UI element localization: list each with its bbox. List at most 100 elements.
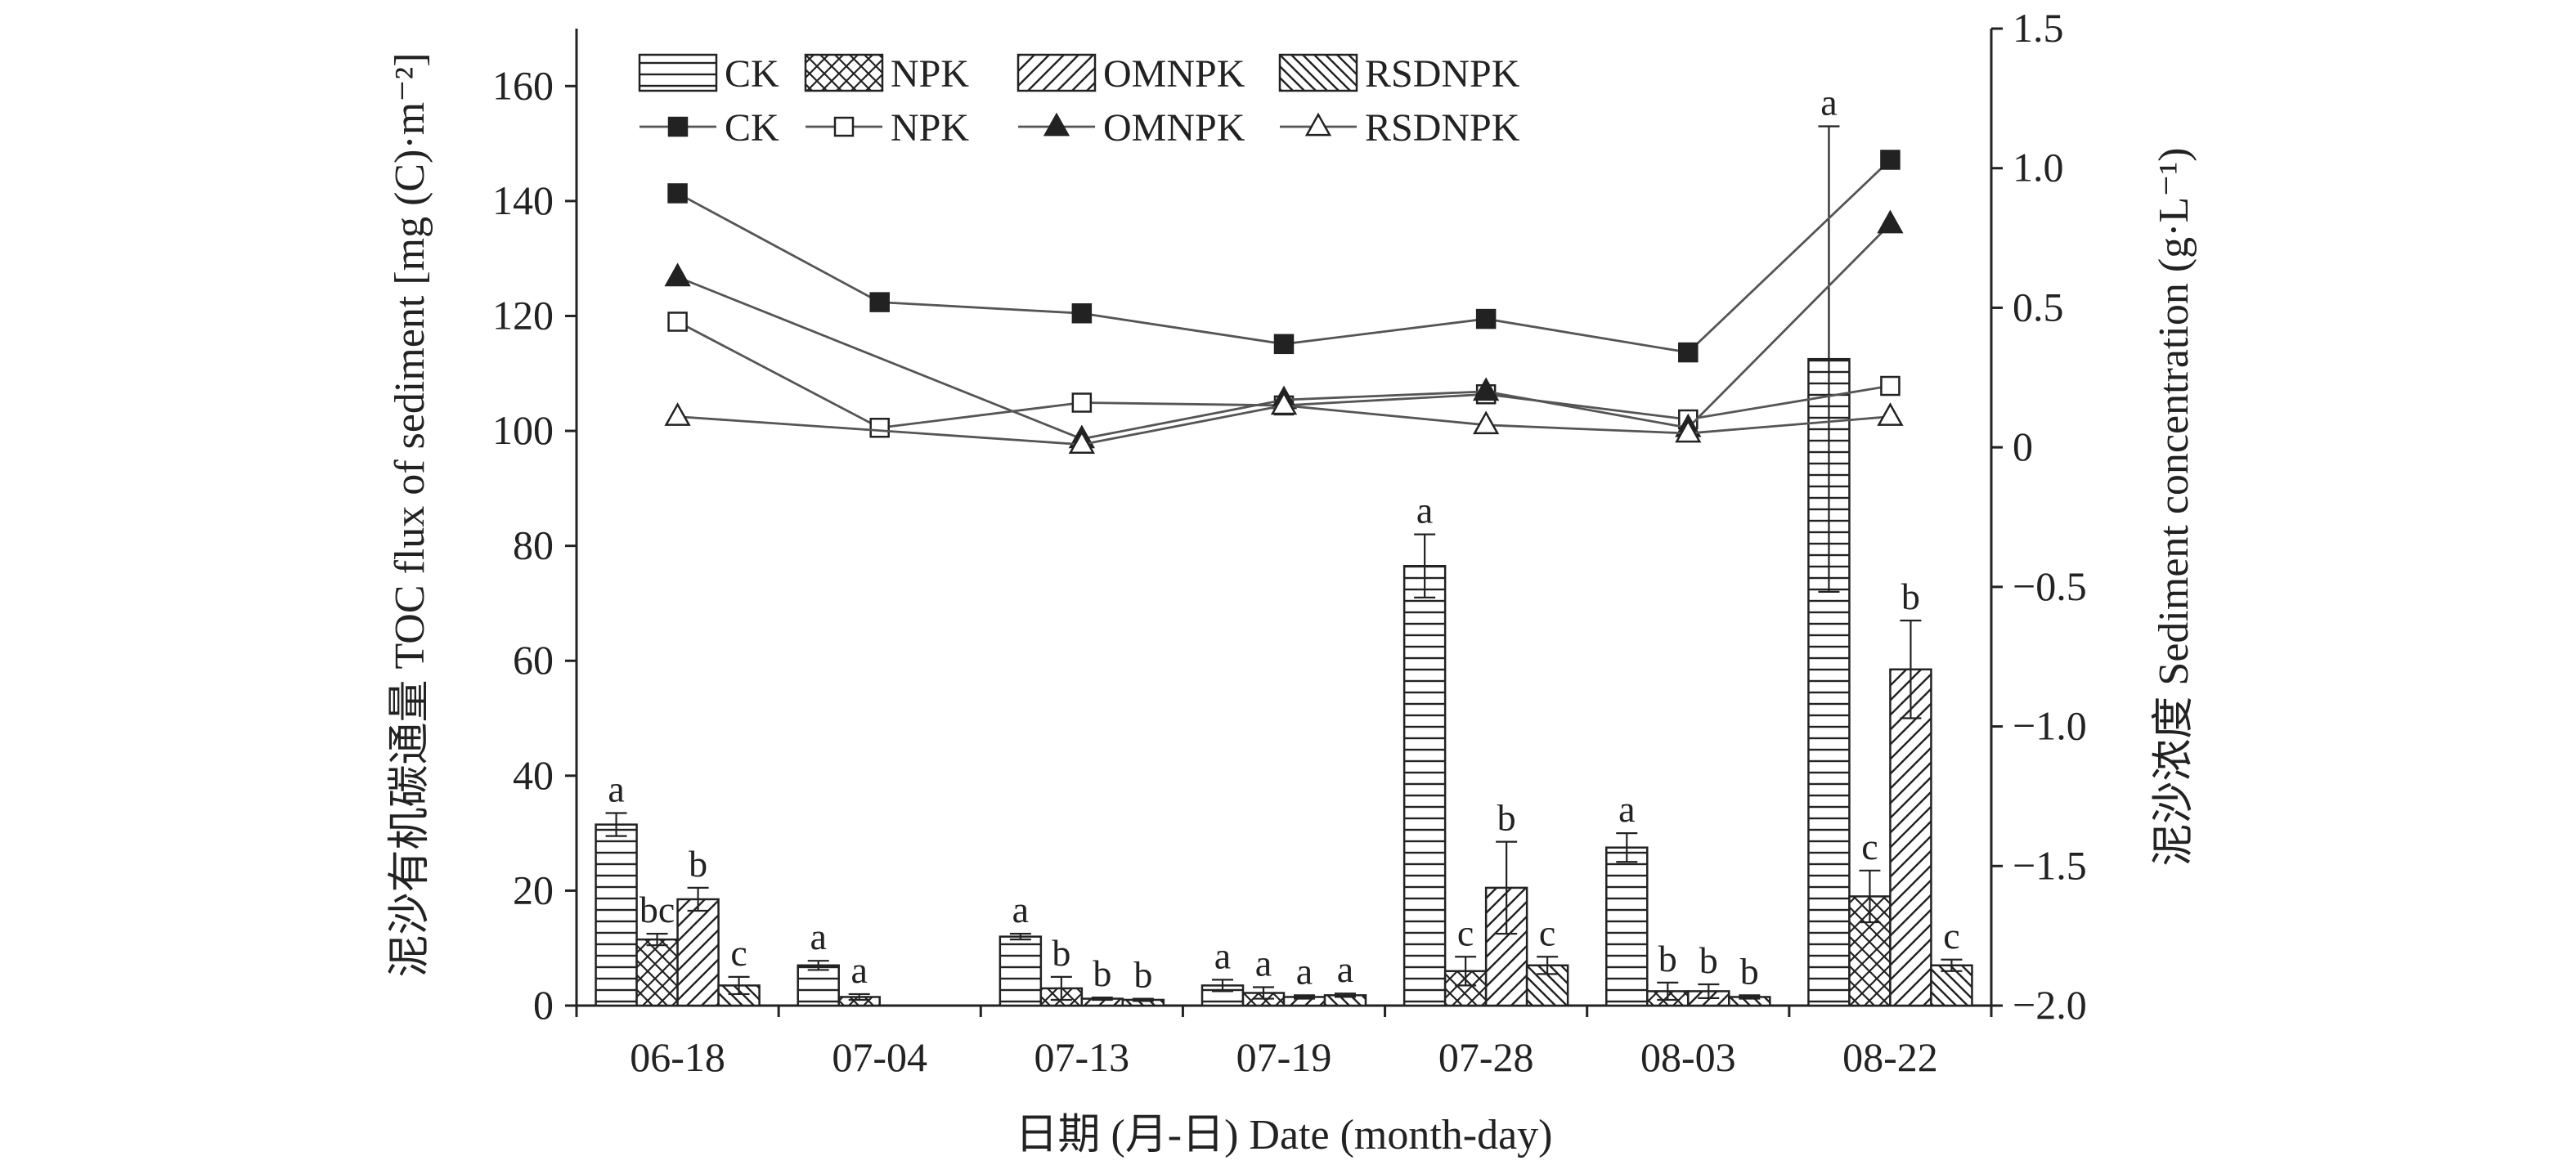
marker-ck [1678,342,1699,363]
significance-label: a [1618,788,1635,830]
significance-label: b [1052,932,1070,974]
significance-label: a [1820,82,1837,123]
bar-ck [797,964,840,1007]
significance-label: c [1539,912,1555,953]
significance-label: a [1296,950,1313,992]
marker-npk [667,311,688,332]
y-tick-label-right: −1.5 [2013,842,2087,888]
legend-marker [667,116,689,137]
legend-label-bar: NPK [891,52,969,96]
y-tick-label-right: 0 [2013,423,2033,469]
significance-label: a [1012,889,1029,930]
bar-omnpk [1889,668,1932,1007]
line-series-group [664,150,1904,455]
marker-rsdnpk [1877,402,1904,426]
legend-swatch-bar [804,53,884,92]
legend-label-line: OMNPK [1103,106,1245,150]
marker-rsdnpk [1270,391,1298,415]
marker-ck [1880,150,1901,170]
significance-label: a [608,768,624,810]
y-tick-label-left: 80 [513,522,554,568]
x-tick-label: 07-04 [832,1034,927,1080]
bar-ck [595,823,638,1007]
y-tick-label-left: 100 [492,407,554,453]
marker-rsdnpk [1068,430,1095,455]
marker-rsdnpk [1675,419,1702,443]
significance-label: b [1497,797,1516,839]
legend-marker [1043,112,1070,137]
significance-label: b [1133,954,1152,996]
x-tick-label: 08-03 [1640,1034,1736,1080]
y-tick-label-left: 0 [533,982,554,1028]
significance-label: b [689,843,707,885]
significance-label: a [1337,948,1353,990]
marker-ck [1475,308,1497,329]
significance-label: bc [640,889,675,930]
y-tick-label-left: 120 [492,292,554,338]
y-tick-label-left: 40 [513,752,554,798]
bar-npk [635,938,679,1007]
x-tick-label: 07-19 [1236,1034,1332,1080]
significance-label: b [1699,939,1718,981]
legend-label-line: CK [725,106,779,150]
significance-label: b [1901,576,1920,617]
y-axis-title-left: 泥沙有机碳通量 TOC flux of sediment [mg (C)·m⁻²… [387,52,433,977]
axes: 0 20 40 60 80 100 120 140 160 −2.0 −1.5 −1.0 −0.5 0 0.… [492,5,2087,1080]
significance-label: b [1093,952,1111,994]
legend-label-bar: CK [725,52,779,96]
legend-label-bar: OMNPK [1103,52,1245,96]
line-rsdnpk [677,404,1891,446]
marker-omnpk [664,262,691,287]
line-ck [676,159,1892,354]
marker-omnpk [1877,209,1904,234]
y-tick-label-right: 0.5 [2013,284,2064,329]
significance-label: c [1457,912,1474,953]
marker-ck [1071,303,1093,324]
legend-label-bar: RSDNPK [1365,52,1520,96]
marker-ck [667,183,688,204]
legend-marker [833,116,855,137]
marker-rsdnpk [1473,410,1500,435]
y-tick-label-right: −2.0 [2013,982,2087,1028]
significance-label: a [1214,934,1231,976]
marker-ck [869,292,890,312]
legend-swatch-bar [638,53,718,92]
bar-ck [1402,565,1447,1007]
line-omnpk [677,223,1892,441]
significance-label: c [1861,826,1878,867]
significance-label: b [1658,938,1677,979]
significance-label: b [1740,950,1759,992]
x-tick-label: 06-18 [630,1034,725,1080]
legend: CK NPK OMNPK RSDNPK CK NPK OMNPK RSDNPK [638,52,1520,150]
x-tick-label: 07-28 [1438,1034,1534,1080]
marker-ck [1273,334,1295,355]
legend-label-line: NPK [891,106,969,150]
legend-label-line: RSDNPK [1365,106,1520,150]
marker-npk [1071,392,1093,413]
y-tick-label-right: 1.0 [2013,145,2064,190]
significance-label: a [810,916,827,957]
y-tick-label-left: 160 [492,62,554,108]
bar-omnpk [676,898,720,1007]
marker-rsdnpk [664,402,691,426]
significance-label: a [1416,490,1433,531]
bar-ck [999,935,1043,1007]
x-tick-label: 08-22 [1842,1034,1938,1080]
y-axis-title-right: 泥沙浓度 Sediment concentration (g·L⁻¹) [2151,147,2197,866]
x-axis-title: 日期 (月-日) Date (month-day) [1015,1112,1552,1158]
y-tick-label-left: 20 [513,867,554,912]
legend-swatch-bar [1278,53,1358,92]
legend-marker [1304,112,1332,137]
significance-label: c [730,932,747,974]
y-tick-label-right: −0.5 [2013,563,2087,609]
significance-label: c [1943,915,1959,957]
bar-ck [1605,846,1649,1007]
y-tick-label-right: −1.0 [2013,703,2087,749]
significance-label: a [1255,943,1272,984]
y-tick-label-left: 60 [513,637,554,683]
y-tick-label-left: 140 [492,177,554,223]
marker-npk [1880,375,1901,397]
